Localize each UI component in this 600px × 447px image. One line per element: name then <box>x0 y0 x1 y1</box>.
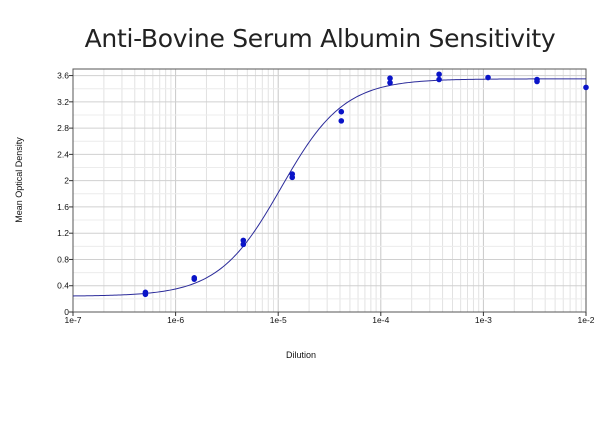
y-tick-label: 0 <box>64 307 69 317</box>
x-tick-label: 1e-2 <box>577 315 594 325</box>
y-tick-label: 2 <box>64 176 69 186</box>
data-point <box>289 174 296 181</box>
data-point <box>583 84 589 91</box>
y-tick-label: 3.2 <box>57 97 69 107</box>
data-point <box>338 108 345 115</box>
data-point <box>387 75 393 81</box>
data-point <box>436 76 442 83</box>
y-tick-label: 1.6 <box>57 202 69 212</box>
y-tick-label: 3.6 <box>57 71 69 81</box>
data-point <box>338 118 345 124</box>
data-point <box>436 71 442 78</box>
data-point <box>240 237 247 244</box>
data-point <box>534 78 540 85</box>
chart-title: Anti-Bovine Serum Albumin Sensitivity <box>84 24 556 53</box>
data-point <box>485 74 491 81</box>
y-tick-label: 0.4 <box>57 281 69 291</box>
x-axis-label: Dilution <box>285 350 317 360</box>
y-tick-label: 2.8 <box>57 123 69 133</box>
data-point <box>142 291 149 298</box>
data-point <box>387 79 393 86</box>
x-tick-label: 1e-3 <box>475 315 492 325</box>
data-point <box>191 276 198 282</box>
x-tick-label: 1e-5 <box>270 315 287 325</box>
x-tick-label: 1e-7 <box>64 315 81 325</box>
y-tick-label: 1.2 <box>57 228 69 238</box>
x-tick-label: 1e-6 <box>167 315 184 325</box>
y-tick-label: 0.8 <box>57 254 69 264</box>
data-point <box>240 241 247 248</box>
fit-curve <box>72 78 587 297</box>
y-tick-label: 2.4 <box>57 149 69 159</box>
plot-background <box>73 69 586 312</box>
x-tick-label: 1e-4 <box>372 315 389 325</box>
plot-frame <box>72 68 587 313</box>
